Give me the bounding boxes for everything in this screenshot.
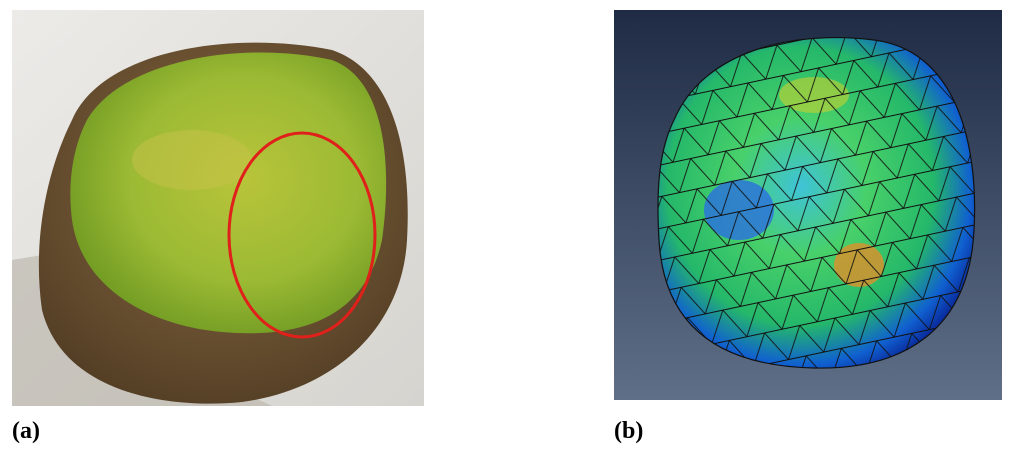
figure-page: (a) (b) (() => { const data = JSON.parse… — [0, 0, 1018, 452]
panel-label: (b) — [614, 418, 643, 445]
photo-kiwi — [12, 10, 424, 406]
simulation-mesh — [614, 10, 1002, 400]
panel-label: (a) — [12, 418, 40, 445]
